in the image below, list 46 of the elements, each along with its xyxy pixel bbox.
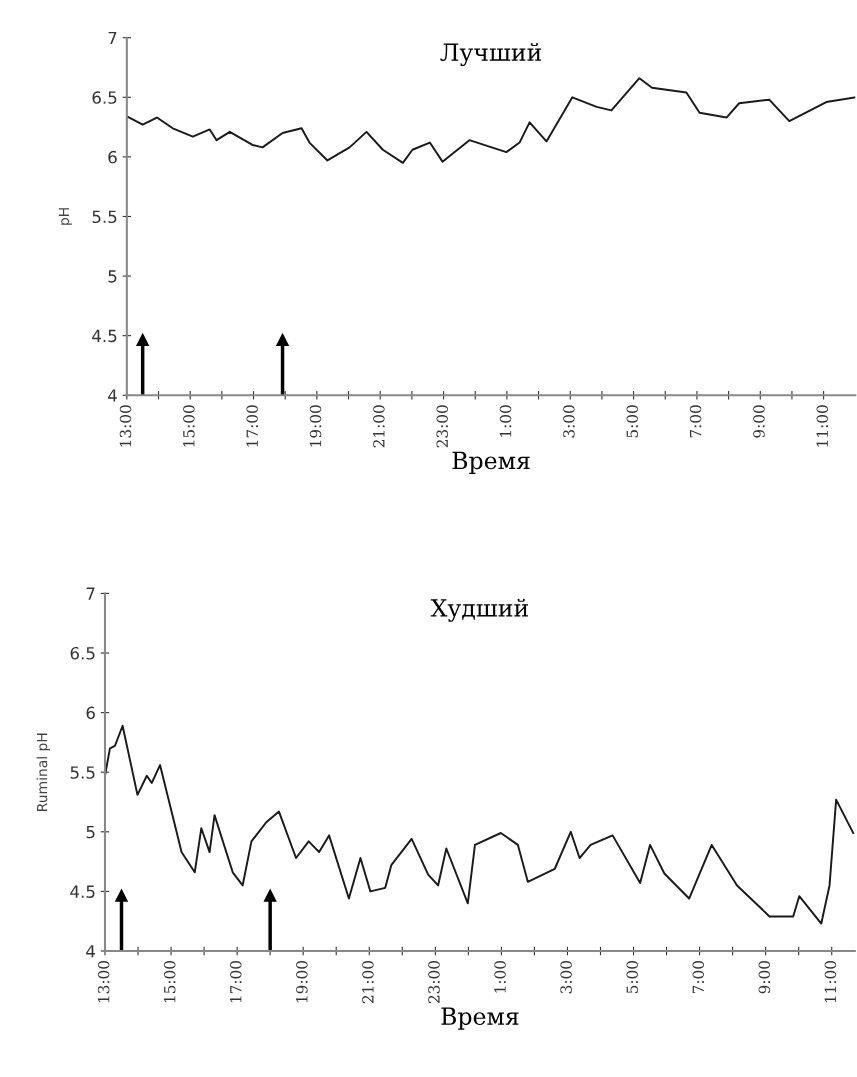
- chart-title: Лучший: [440, 43, 542, 67]
- y-tick-label: 6.5: [92, 91, 117, 104]
- y-tick-label: 6: [108, 150, 117, 164]
- x-tick-label: 17:00: [230, 961, 242, 1003]
- x-tick-label: 1:00: [494, 961, 506, 993]
- line-series: [126, 77, 856, 164]
- y-axis-title: Ruminal pH: [36, 733, 51, 811]
- x-tick-label: 21:00: [362, 961, 374, 1004]
- x-tick-label: 19:00: [309, 405, 322, 447]
- x-tick-label: 15:00: [163, 961, 176, 1003]
- chart-title: Худший: [430, 598, 528, 622]
- x-tick-label: 1:00: [499, 405, 512, 437]
- x-tick-label: 5:00: [626, 405, 639, 438]
- x-tick-label: 7:00: [692, 961, 705, 994]
- x-tick-label: 7:00: [689, 405, 702, 438]
- line-series: [104, 724, 855, 925]
- x-axis-title: Время: [441, 1007, 519, 1030]
- y-axis-title: pH: [58, 208, 72, 225]
- x-tick-label: 9:00: [753, 405, 765, 438]
- x-tick-label: 23:00: [436, 405, 448, 448]
- y-tick-label: 5: [108, 270, 117, 283]
- y-tick-label: 5: [86, 825, 95, 839]
- y-tick-label: 7: [108, 31, 117, 45]
- y-tick-label: 4: [108, 389, 117, 402]
- x-tick-label: 13:00: [97, 961, 110, 1003]
- x-tick-label: 11:00: [824, 961, 837, 1003]
- x-tick-label: 17:00: [246, 405, 258, 447]
- x-tick-label: 19:00: [296, 961, 308, 1003]
- x-tick-label: 3:00: [563, 405, 575, 438]
- x-tick-label: 15:00: [183, 405, 195, 447]
- y-tick-label: 6.5: [70, 646, 95, 660]
- y-tick-label: 6: [86, 706, 95, 720]
- y-tick-label: 7: [86, 587, 95, 600]
- y-tick-label: 5.5: [92, 210, 117, 224]
- x-tick-label: 21:00: [373, 405, 385, 448]
- x-tick-label: 5:00: [626, 961, 638, 994]
- x-tick-label: 9:00: [758, 961, 771, 994]
- x-tick-label: 3:00: [560, 961, 572, 994]
- y-tick-label: 4.5: [92, 329, 117, 343]
- x-tick-label: 11:00: [816, 405, 829, 447]
- y-tick-label: 4.5: [70, 885, 95, 898]
- y-tick-label: 5.5: [70, 766, 95, 779]
- x-axis-title: Время: [452, 451, 530, 474]
- x-tick-label: 13:00: [119, 405, 132, 447]
- x-tick-label: 23:00: [428, 961, 440, 1004]
- y-tick-label: 4: [86, 945, 96, 958]
